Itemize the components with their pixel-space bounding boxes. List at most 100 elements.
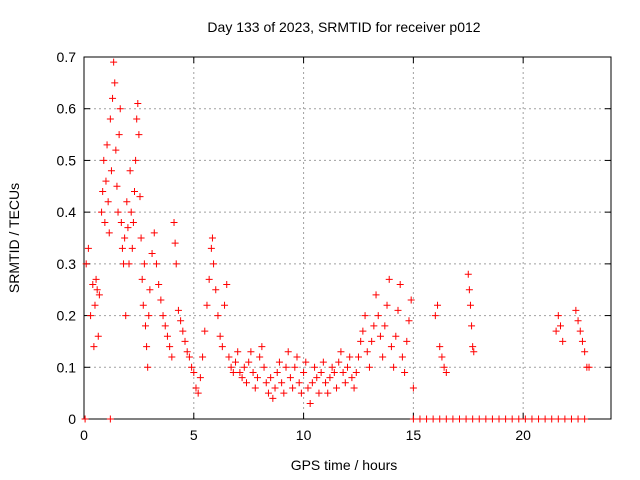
data-point	[152, 260, 160, 268]
data-point	[95, 291, 103, 299]
data-point	[260, 363, 268, 371]
chart-title: Day 133 of 2023, SRMTID for receiver p01…	[207, 19, 480, 35]
data-point	[140, 260, 148, 268]
data-point	[328, 363, 336, 371]
data-point	[462, 415, 470, 423]
data-point	[381, 322, 389, 330]
data-point	[183, 348, 191, 356]
axis-ticks: 0 5 10 15 20 0 0.1 0.2 0.3 0.4 0.5 0.6 0.7	[57, 49, 611, 443]
data-point	[495, 415, 503, 423]
data-point	[216, 332, 224, 340]
plot-frame	[83, 56, 612, 420]
data-point	[205, 275, 213, 283]
data-point	[352, 368, 360, 376]
data-point	[116, 105, 124, 113]
data-point	[572, 306, 580, 314]
data-point	[535, 415, 543, 423]
data-point	[556, 322, 564, 330]
data-point	[225, 353, 233, 361]
data-point	[210, 260, 218, 268]
data-point	[115, 131, 123, 139]
data-point	[161, 322, 169, 330]
data-point	[144, 363, 152, 371]
data-point	[528, 415, 536, 423]
data-point	[581, 348, 589, 356]
data-point	[236, 368, 244, 376]
data-point	[82, 260, 90, 268]
data-point	[359, 327, 367, 335]
data-point	[92, 275, 100, 283]
data-point	[383, 301, 391, 309]
data-point	[145, 312, 153, 320]
data-point	[372, 291, 380, 299]
data-point	[317, 368, 325, 376]
data-point	[99, 187, 107, 195]
data-point	[262, 379, 270, 387]
data-point	[221, 301, 229, 309]
grid-lines	[84, 57, 611, 419]
data-point	[194, 389, 202, 397]
data-point	[124, 224, 132, 232]
data-point	[190, 368, 198, 376]
data-point	[392, 332, 400, 340]
data-point	[98, 208, 106, 216]
data-point	[256, 353, 264, 361]
data-point	[238, 374, 246, 382]
y-tick-label: 0.3	[57, 256, 77, 272]
data-point	[111, 79, 119, 87]
data-point	[177, 317, 185, 325]
x-tick-label: 0	[80, 427, 88, 443]
data-point	[482, 415, 490, 423]
data-point	[436, 415, 444, 423]
data-point	[567, 415, 575, 423]
data-point	[431, 312, 439, 320]
data-point	[396, 281, 404, 289]
data-point	[357, 337, 365, 345]
data-point	[150, 229, 158, 237]
data-point	[578, 337, 586, 345]
data-point	[302, 358, 310, 366]
data-point	[350, 384, 358, 392]
data-point	[438, 353, 446, 361]
data-point	[242, 379, 250, 387]
data-point	[100, 156, 108, 164]
data-point	[548, 415, 556, 423]
data-point	[134, 100, 142, 108]
data-point	[123, 198, 131, 206]
data-point	[201, 327, 209, 335]
data-point	[264, 389, 272, 397]
data-point	[234, 348, 242, 356]
data-point	[133, 115, 141, 123]
data-point	[286, 374, 294, 382]
data-point	[138, 275, 146, 283]
data-point	[227, 363, 235, 371]
data-point	[308, 379, 316, 387]
data-point	[103, 141, 111, 149]
x-tick-label: 20	[515, 427, 531, 443]
data-point	[541, 415, 549, 423]
data-point	[251, 384, 259, 392]
data-point	[354, 353, 362, 361]
data-point	[585, 363, 593, 371]
data-point	[271, 384, 279, 392]
data-point	[326, 374, 334, 382]
data-point	[275, 358, 283, 366]
data-point	[348, 374, 356, 382]
data-point	[561, 415, 569, 423]
y-tick-label: 0.7	[57, 49, 77, 65]
data-points	[81, 58, 593, 423]
data-point	[129, 218, 137, 226]
data-point	[269, 394, 277, 402]
data-point	[125, 260, 133, 268]
data-point	[311, 363, 319, 371]
y-tick-label: 0	[68, 411, 76, 427]
x-axis-label: GPS time / hours	[291, 457, 398, 473]
data-point	[181, 337, 189, 345]
data-point	[159, 312, 167, 320]
data-point	[442, 415, 450, 423]
data-point	[267, 374, 275, 382]
data-point	[135, 131, 143, 139]
data-point	[172, 260, 180, 268]
y-tick-label: 0.6	[57, 101, 77, 117]
